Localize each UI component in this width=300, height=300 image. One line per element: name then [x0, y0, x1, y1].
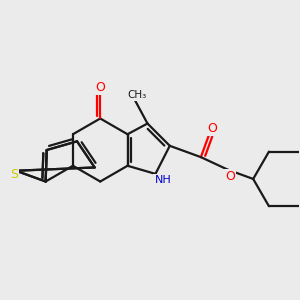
Text: NH: NH: [154, 175, 171, 185]
Text: O: O: [225, 170, 235, 183]
Text: O: O: [95, 81, 105, 94]
Text: O: O: [207, 122, 217, 135]
Text: S: S: [10, 168, 18, 181]
Text: CH₃: CH₃: [127, 90, 146, 100]
